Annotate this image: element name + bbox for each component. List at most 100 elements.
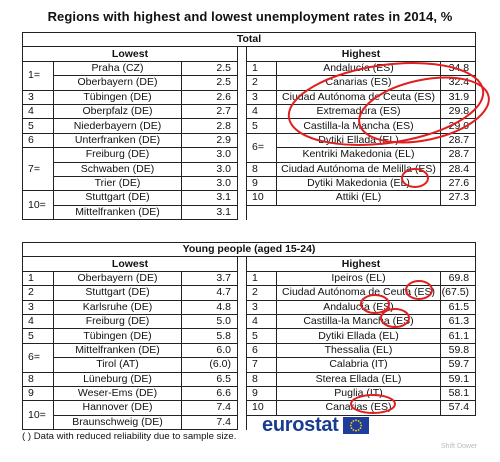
rate-value: 28.4 [439, 161, 477, 177]
rank-cell: 4 [246, 313, 277, 330]
page-title: Regions with highest and lowest unemploy… [47, 9, 453, 24]
eurostat-logo: eurostat [262, 414, 369, 437]
spacer [237, 104, 247, 119]
highest-header: Highest [245, 46, 477, 62]
rate-value: 59.8 [439, 342, 477, 359]
region-name: Extremadura (ES) [276, 103, 441, 120]
region-name: Braunschweig (DE) [53, 414, 182, 431]
table-row: Braunschweig (DE) 7.4 [23, 414, 476, 431]
rate-value: 2.6 [181, 89, 238, 105]
region-name: Ciudad Autónoma de Ceuta (ES) [276, 285, 441, 301]
rate-value: 58.1 [439, 385, 477, 402]
region-name: Freiburg (DE) [53, 313, 182, 330]
rate-value: 69.8 [439, 270, 477, 287]
region-name: Lüneburg (DE) [53, 371, 182, 387]
spacer [237, 328, 247, 344]
spacer [237, 314, 247, 329]
rate-value: 28.7 [439, 147, 477, 163]
rank-cell: 2 [246, 285, 277, 301]
region-name: Puglia (IT) [276, 385, 441, 402]
table-row: 9 Weser-Ems (DE) 6.6 9 Puglia (IT) 58.1 [22, 385, 477, 402]
region-name: Dytiki Ellada (EL) [276, 132, 441, 149]
region-name: Dytiki Ellada (EL) [276, 328, 441, 344]
region-name: Oberbayern (DE) [53, 75, 182, 91]
region-name: Tübingen (DE) [53, 89, 182, 105]
table-row: 3 Karlsruhe (DE) 4.8 3 Andalucía (ES) 61.5 [22, 299, 477, 315]
rate-value: 3.7 [181, 270, 238, 287]
rank-cell: 4 [246, 103, 277, 120]
table-row: 1= Praha (CZ) 2.5 1 Andalucía (ES) 34.8 [22, 60, 477, 91]
rank-cell: 2 [246, 75, 277, 91]
rank-cell: 6= [22, 342, 54, 373]
region-name: Castilla-la Mancha (ES) [276, 118, 441, 134]
eu-flag-icon [342, 417, 369, 434]
table-row: Oberbayern (DE) 2.5 2 Canarias (ES) 32.4 [23, 75, 477, 91]
spacer [237, 205, 247, 220]
rank-cell: 10= [22, 400, 54, 431]
region-name: Hannover (DE) [53, 400, 182, 416]
rank-cell: 10 [246, 190, 277, 206]
rate-value: 5.0 [181, 313, 238, 330]
table-row: 10= Stuttgart (DE) 3.1 10 Attiki (EL) 27.3 [22, 190, 477, 221]
rate-value: 29.8 [439, 103, 477, 120]
rank-cell: 3 [22, 299, 54, 315]
rank-cell: 3 [246, 89, 277, 105]
rate-value: 2.9 [181, 132, 238, 149]
rank-cell: 6 [246, 342, 277, 359]
rank-cell: 7 [246, 357, 277, 373]
region-name: Oberpfalz (DE) [53, 103, 182, 120]
region-name: Praha (CZ) [53, 60, 182, 77]
region-name: Tirol (AT) [53, 357, 182, 373]
spacer [237, 75, 247, 91]
region-name: Stuttgart (DE) [53, 285, 182, 301]
table-row: 5 Tübingen (DE) 5.8 5 Dytiki Ellada (EL) 61.1 [22, 328, 477, 344]
region-name: Canarias (ES) [276, 75, 441, 91]
table-row: Schwaben (DE) 3.0 8 Ciudad Autónoma de Meli… [23, 161, 477, 177]
table-row: 8 Lüneburg (DE) 6.5 8 Sterea Ellada (EL) 59.1 [22, 371, 477, 387]
rate-value: (6.0) [181, 357, 238, 373]
region-name: Weser-Ems (DE) [53, 385, 182, 402]
region-name: Oberbayern (DE) [53, 270, 182, 287]
eurostat-wordmark: eurostat [262, 414, 339, 436]
rate-value: 2.5 [181, 75, 238, 91]
spacer [237, 285, 247, 301]
rate-value: 3.0 [181, 161, 238, 177]
highest-header: Highest [245, 256, 477, 272]
region-name: Stuttgart (DE) [53, 190, 182, 206]
rate-value: 28.7 [439, 132, 477, 149]
region-name: Karlsruhe (DE) [53, 299, 182, 315]
rank-cell: 5 [22, 118, 54, 134]
region-name: Freiburg (DE) [53, 147, 182, 163]
total-table-header: Total [21, 31, 477, 48]
young-table: Young people (aged 15-24) Lowest Highest 1 O… [21, 241, 477, 431]
rate-value: 2.5 [181, 60, 238, 77]
region-name: Sterea Ellada (EL) [276, 371, 441, 387]
rate-value: 5.8 [181, 328, 238, 344]
spacer [237, 162, 247, 177]
table-row: 6 Unterfranken (DE) 2.9 6= Dytiki Ellada (EL… [22, 132, 477, 163]
rate-value: 7.4 [181, 414, 238, 431]
spacer [247, 205, 476, 219]
region-name: Calabria (IT) [276, 357, 441, 373]
region-name: Schwaben (DE) [53, 161, 182, 177]
spacer [237, 133, 247, 148]
rank-cell: 10= [22, 190, 54, 221]
region-name: Andalucía (ES) [276, 60, 441, 77]
spacer [237, 176, 247, 191]
spacer [237, 118, 247, 134]
rank-cell: 9 [22, 385, 54, 402]
rate-value: 6.0 [181, 342, 238, 359]
rank-cell: 9 [246, 175, 277, 192]
rank-cell: 1= [22, 60, 54, 91]
rate-value: 27.3 [439, 190, 477, 206]
rate-value: 27.6 [439, 175, 477, 192]
table-row: Mittelfranken (DE) 3.1 [23, 204, 476, 221]
table-row: 2 Stuttgart (DE) 4.7 2 Ciudad Autónoma de Ce… [22, 285, 477, 301]
spacer [237, 46, 247, 62]
rate-value: 32.4 [439, 75, 477, 91]
rate-value: 3.0 [181, 147, 238, 163]
spacer [237, 415, 247, 430]
rank-cell: 8 [22, 371, 54, 387]
rate-value: 34.8 [439, 60, 477, 77]
table-row: Trier (DE) 3.0 9 Dytiki Makedonia (EL) 27.6 [23, 175, 477, 192]
